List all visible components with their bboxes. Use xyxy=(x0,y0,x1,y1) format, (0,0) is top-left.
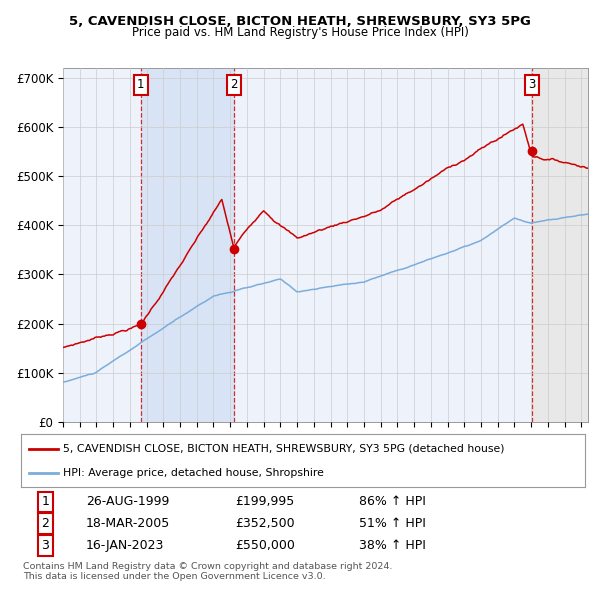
Text: HPI: Average price, detached house, Shropshire: HPI: Average price, detached house, Shro… xyxy=(64,468,324,478)
Text: £550,000: £550,000 xyxy=(235,539,295,552)
Text: £199,995: £199,995 xyxy=(235,496,295,509)
Text: 51% ↑ HPI: 51% ↑ HPI xyxy=(359,517,426,530)
Text: 1: 1 xyxy=(137,78,145,91)
Text: 2: 2 xyxy=(41,517,49,530)
Bar xyxy=(532,68,590,422)
Text: 5, CAVENDISH CLOSE, BICTON HEATH, SHREWSBURY, SY3 5PG (detached house): 5, CAVENDISH CLOSE, BICTON HEATH, SHREWS… xyxy=(64,444,505,454)
Text: 5, CAVENDISH CLOSE, BICTON HEATH, SHREWSBURY, SY3 5PG: 5, CAVENDISH CLOSE, BICTON HEATH, SHREWS… xyxy=(69,15,531,28)
Text: 3: 3 xyxy=(41,539,49,552)
Text: 18-MAR-2005: 18-MAR-2005 xyxy=(86,517,170,530)
Bar xyxy=(141,68,234,422)
Text: 1: 1 xyxy=(41,496,49,509)
Text: 3: 3 xyxy=(528,78,536,91)
Text: 38% ↑ HPI: 38% ↑ HPI xyxy=(359,539,426,552)
Text: Contains HM Land Registry data © Crown copyright and database right 2024.
This d: Contains HM Land Registry data © Crown c… xyxy=(23,562,392,581)
Text: 86% ↑ HPI: 86% ↑ HPI xyxy=(359,496,426,509)
Text: £352,500: £352,500 xyxy=(235,517,295,530)
Text: 16-JAN-2023: 16-JAN-2023 xyxy=(86,539,164,552)
Text: Price paid vs. HM Land Registry's House Price Index (HPI): Price paid vs. HM Land Registry's House … xyxy=(131,26,469,39)
Text: 2: 2 xyxy=(230,78,238,91)
Text: 26-AUG-1999: 26-AUG-1999 xyxy=(86,496,169,509)
